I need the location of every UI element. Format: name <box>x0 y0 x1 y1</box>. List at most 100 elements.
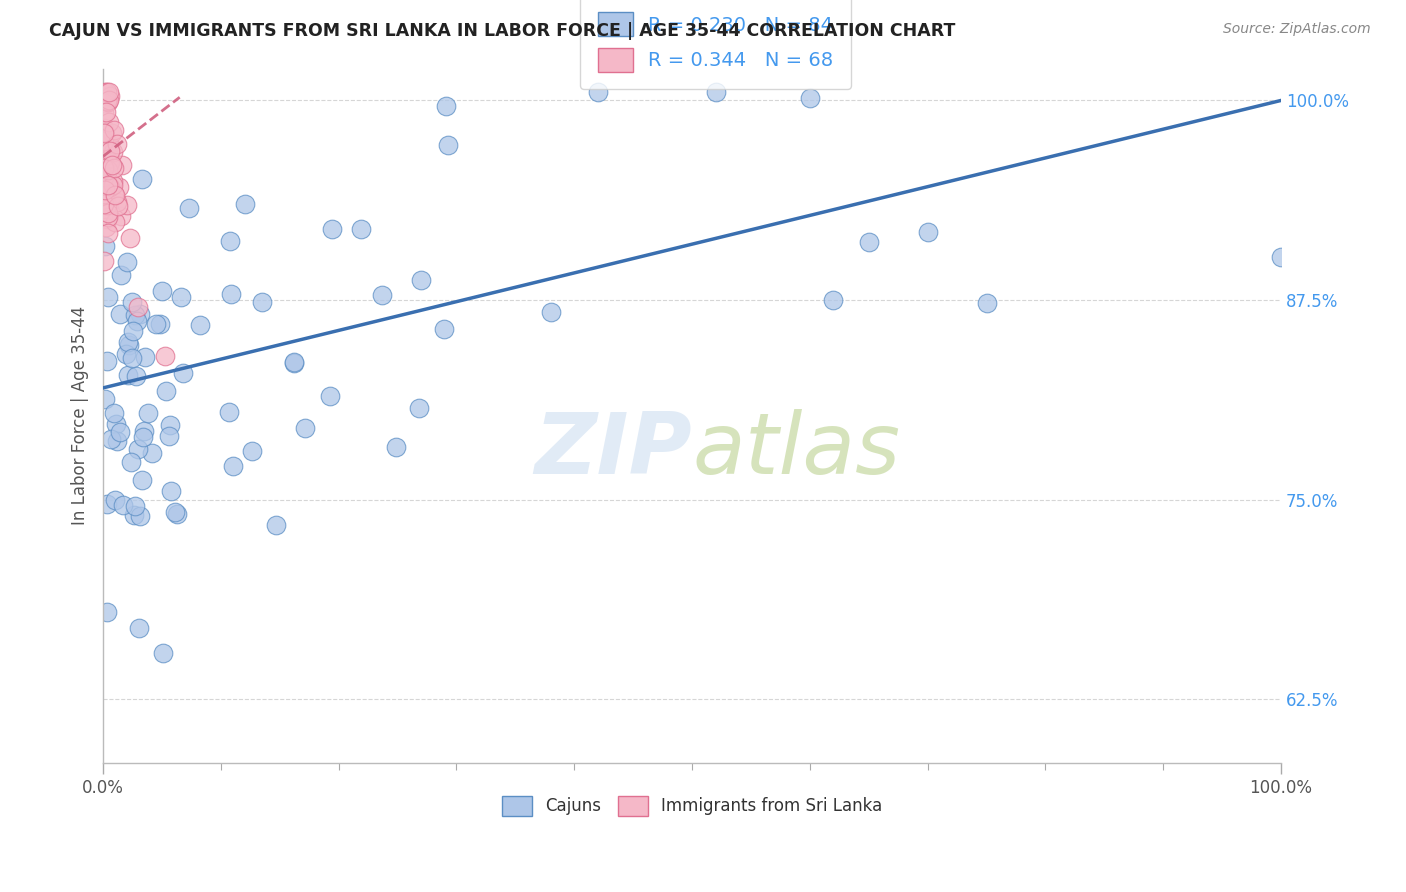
Point <box>93 187 115 202</box>
Point <box>121 295 143 310</box>
Point <box>100 154 122 169</box>
Point <box>96 86 118 100</box>
Point <box>179 201 201 215</box>
Point <box>96 210 118 224</box>
Point <box>128 621 150 635</box>
Point <box>94 179 117 194</box>
Point <box>93 170 115 185</box>
Point <box>121 351 143 366</box>
Point <box>117 338 139 352</box>
Point <box>163 505 186 519</box>
Point <box>98 138 121 153</box>
Point <box>107 199 129 213</box>
Point <box>250 294 273 309</box>
Point <box>157 428 180 442</box>
Point <box>115 346 138 360</box>
Point <box>108 307 131 321</box>
Point <box>103 406 125 420</box>
Point <box>96 143 118 157</box>
Point <box>145 318 167 332</box>
Point <box>540 305 562 319</box>
Point <box>976 296 998 310</box>
Point <box>131 172 153 186</box>
Point <box>129 509 152 524</box>
Point <box>125 369 148 384</box>
Point <box>136 406 159 420</box>
Point <box>96 497 118 511</box>
Y-axis label: In Labor Force | Age 35-44: In Labor Force | Age 35-44 <box>72 306 89 525</box>
Point <box>93 253 115 268</box>
Point <box>131 473 153 487</box>
Point <box>128 307 150 321</box>
Point <box>93 126 115 140</box>
Point <box>823 293 845 308</box>
Point <box>283 355 305 369</box>
Point <box>704 86 727 100</box>
Text: atlas: atlas <box>692 409 900 492</box>
Point <box>105 194 128 209</box>
Point <box>98 179 121 194</box>
Point <box>97 86 120 100</box>
Point <box>294 420 316 434</box>
Point <box>94 220 117 235</box>
Point <box>107 179 129 194</box>
Point <box>127 442 149 456</box>
Point <box>105 434 128 449</box>
Point <box>96 133 118 147</box>
Point <box>141 445 163 459</box>
Point <box>266 518 288 533</box>
Point <box>93 126 115 140</box>
Point <box>384 440 406 454</box>
Point <box>153 349 176 363</box>
Point <box>96 94 118 108</box>
Point <box>152 646 174 660</box>
Point <box>101 178 124 193</box>
Point <box>131 430 153 444</box>
Point <box>94 392 117 407</box>
Point <box>96 163 118 178</box>
Point <box>97 178 120 192</box>
Point <box>93 169 115 184</box>
Point <box>97 226 120 240</box>
Point <box>101 158 124 172</box>
Point <box>349 222 371 236</box>
Point <box>115 197 138 211</box>
Point <box>159 418 181 433</box>
Point <box>124 308 146 322</box>
Point <box>100 88 122 103</box>
Point <box>170 290 193 304</box>
Point <box>219 286 242 301</box>
Point <box>103 186 125 201</box>
Point <box>97 181 120 195</box>
Point <box>111 158 134 172</box>
Point <box>321 222 343 236</box>
Point <box>160 484 183 499</box>
Point <box>93 187 115 202</box>
Point <box>112 499 135 513</box>
Point <box>98 145 121 159</box>
Text: Source: ZipAtlas.com: Source: ZipAtlas.com <box>1223 22 1371 37</box>
Point <box>103 161 125 175</box>
Point <box>218 405 240 419</box>
Point <box>127 300 149 314</box>
Point <box>110 268 132 283</box>
Point <box>93 134 115 148</box>
Point <box>93 105 115 120</box>
Point <box>96 212 118 227</box>
Point <box>104 417 127 431</box>
Point <box>97 290 120 304</box>
Point <box>371 288 394 302</box>
Point <box>104 188 127 202</box>
Point <box>122 508 145 522</box>
Point <box>110 425 132 439</box>
Point <box>240 444 263 458</box>
Point <box>97 206 120 220</box>
Point <box>172 366 194 380</box>
Point <box>96 353 118 368</box>
Point <box>104 215 127 229</box>
Point <box>150 284 173 298</box>
Point <box>97 95 120 110</box>
Point <box>100 432 122 446</box>
Text: ZIP: ZIP <box>534 409 692 492</box>
Point <box>94 141 117 155</box>
